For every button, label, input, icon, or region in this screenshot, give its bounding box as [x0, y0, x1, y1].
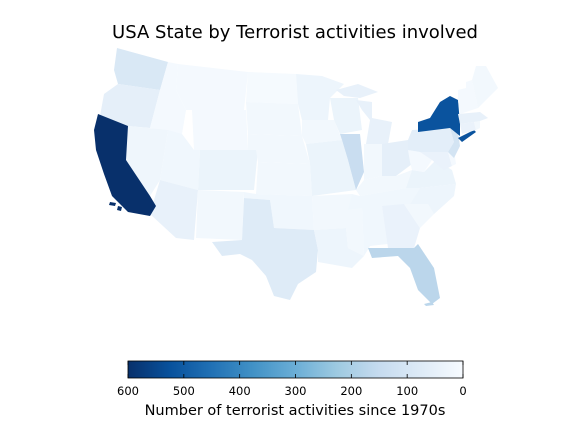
state-indiana — [364, 144, 382, 180]
usa-map — [94, 48, 498, 306]
colorbar-label: Number of terrorist activities since 197… — [145, 403, 446, 419]
map-title: USA State by Terrorist activities involv… — [112, 22, 478, 43]
state-michigan — [356, 100, 392, 144]
colorbar-tick-label: 100 — [396, 384, 418, 398]
state-south-dakota — [246, 102, 302, 136]
state-florida — [368, 244, 440, 304]
state-california-islands — [109, 202, 116, 206]
state-nebraska — [248, 134, 310, 164]
colorbar-tick-label: 300 — [285, 384, 307, 398]
colorbar-tick-label: 600 — [117, 384, 139, 398]
colorbar-tick-label: 500 — [173, 384, 195, 398]
state-california-islands-2 — [117, 206, 122, 211]
state-new-mexico — [196, 190, 244, 240]
state-washington — [114, 48, 168, 90]
state-pennsylvania — [408, 128, 454, 152]
state-colorado — [198, 150, 258, 190]
colorbar-tick-label: 200 — [340, 384, 362, 398]
state-vermont — [458, 88, 466, 114]
state-wyoming — [192, 110, 248, 150]
state-arizona — [150, 180, 198, 240]
state-montana — [176, 64, 248, 110]
state-michigan-up — [336, 84, 378, 98]
state-ohio — [382, 140, 412, 176]
state-north-dakota — [246, 72, 298, 104]
state-kansas — [256, 162, 312, 196]
colorbar-tick-label: 0 — [459, 384, 466, 398]
colorbar: 600 500 400 300 200 100 0 Number of terrorist … — [117, 361, 467, 419]
colorbar-tick-label: 400 — [229, 384, 251, 398]
